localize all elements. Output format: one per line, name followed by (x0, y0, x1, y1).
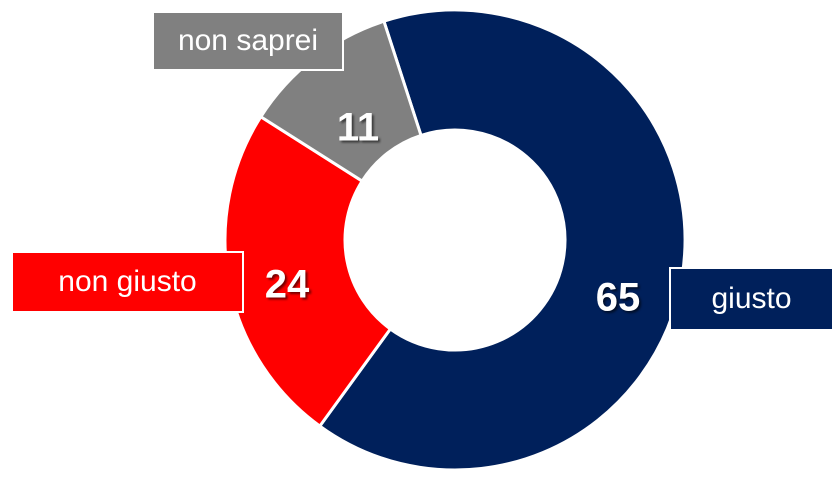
donut-slice (317, 8, 687, 472)
category-label: non saprei (178, 24, 318, 57)
legend-box (669, 267, 833, 331)
value-label: 11 (337, 106, 379, 150)
value-label: 24 (265, 263, 310, 307)
category-label: non giusto (58, 265, 196, 298)
donut-slice (258, 19, 423, 184)
value-label: 65 (596, 276, 641, 320)
category-label: giusto (711, 282, 791, 315)
donut-slice (223, 114, 393, 429)
legend-box (152, 11, 344, 71)
legend-box (11, 251, 244, 313)
